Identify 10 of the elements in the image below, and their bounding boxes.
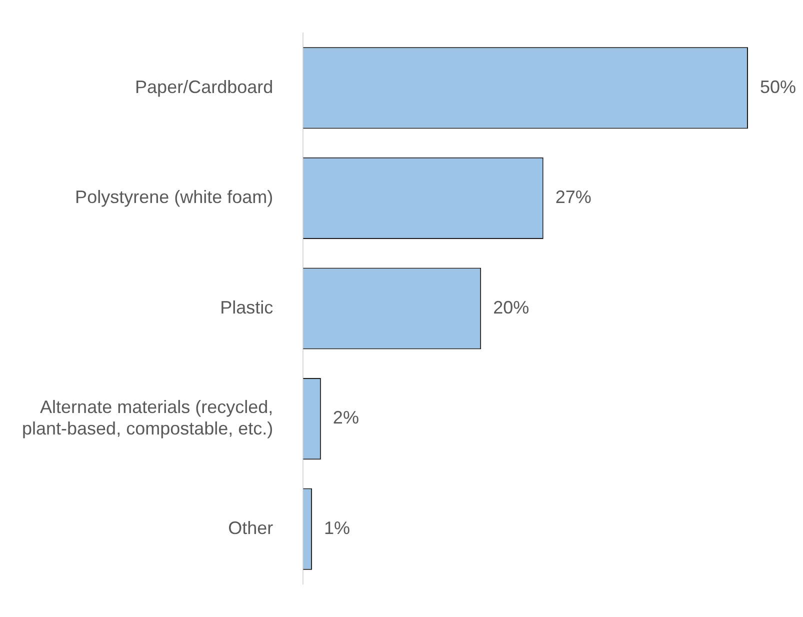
data-label: 50% xyxy=(760,76,796,97)
data-label: 27% xyxy=(555,187,592,208)
data-label: 20% xyxy=(493,297,530,318)
y-tick-label: Paper/Cardboard xyxy=(135,76,274,97)
y-tick-label: Polystyrene (white foam) xyxy=(75,187,274,208)
data-label: 2% xyxy=(332,408,359,428)
y-tick-label: Other xyxy=(228,518,274,538)
y-tick-label: Plastic xyxy=(220,297,274,318)
data-label: 1% xyxy=(324,518,350,538)
y-tick-label: Alternate materials (recycled, plant-based, compostable, etc.) xyxy=(22,396,274,439)
